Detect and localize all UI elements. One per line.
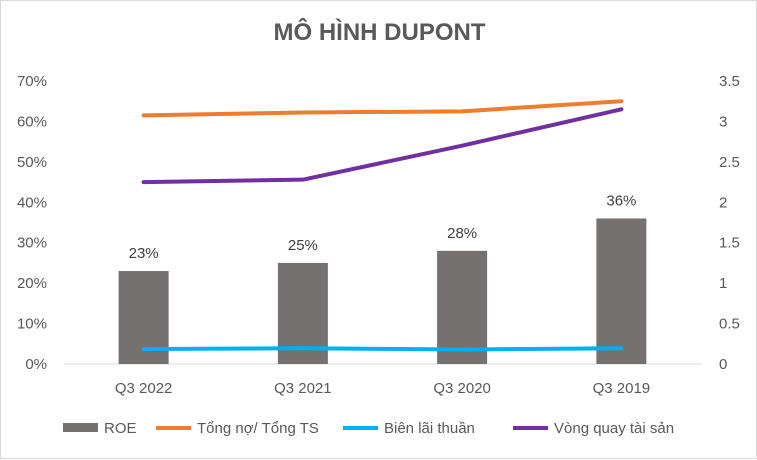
- bar-roe: [437, 250, 488, 364]
- y-right-tick-label: 1.5: [719, 235, 740, 252]
- legend-label: Biên lãi thuần: [384, 420, 475, 437]
- y-left-tick-label: 20%: [17, 275, 47, 292]
- y-left-tick-label: 70%: [17, 73, 47, 90]
- series-line-bi-n-l-i-thu-n: [141, 346, 624, 352]
- legend-label: Vòng quay tài sản: [554, 420, 674, 437]
- bar-data-label: 28%: [447, 225, 477, 242]
- y-left-tick-label: 10%: [17, 316, 47, 333]
- y-right-tick-label: 2.5: [719, 154, 740, 171]
- series-line-v-ng-quay-t-i-s-n: [141, 107, 624, 185]
- y-left-tick-label: 50%: [17, 154, 47, 171]
- chart-title: MÔ HÌNH DUPONT: [273, 19, 486, 46]
- y-left-tick-label: 30%: [17, 235, 47, 252]
- x-tick-label: Q3 2019: [593, 380, 651, 397]
- x-tick-label: Q3 2020: [433, 380, 491, 397]
- y-right-tick-label: 2: [719, 194, 727, 211]
- y-right-tick-label: 1: [719, 275, 727, 292]
- x-tick-label: Q3 2021: [274, 380, 332, 397]
- y-left-tick-label: 0%: [25, 356, 47, 373]
- x-tick-label: Q3 2022: [115, 380, 173, 397]
- legend-swatch-bar: [63, 423, 98, 432]
- y-right-tick-label: 3: [719, 113, 727, 130]
- series-line-t-ng-n-t-ng-ts: [141, 99, 624, 118]
- bar-data-label: 36%: [606, 192, 636, 209]
- legend-label: Tổng nợ/ Tổng TS: [197, 420, 319, 437]
- bar-data-label: 23%: [129, 245, 159, 262]
- y-left-tick-label: 40%: [17, 194, 47, 211]
- bar-data-label: 25%: [288, 237, 318, 254]
- bar-roe: [596, 218, 647, 364]
- y-left-tick-label: 60%: [17, 113, 47, 130]
- legend-label: ROE: [104, 420, 137, 437]
- y-right-tick-label: 0.5: [719, 316, 740, 333]
- y-right-tick-label: 3.5: [719, 73, 740, 90]
- y-right-tick-label: 0: [719, 356, 727, 373]
